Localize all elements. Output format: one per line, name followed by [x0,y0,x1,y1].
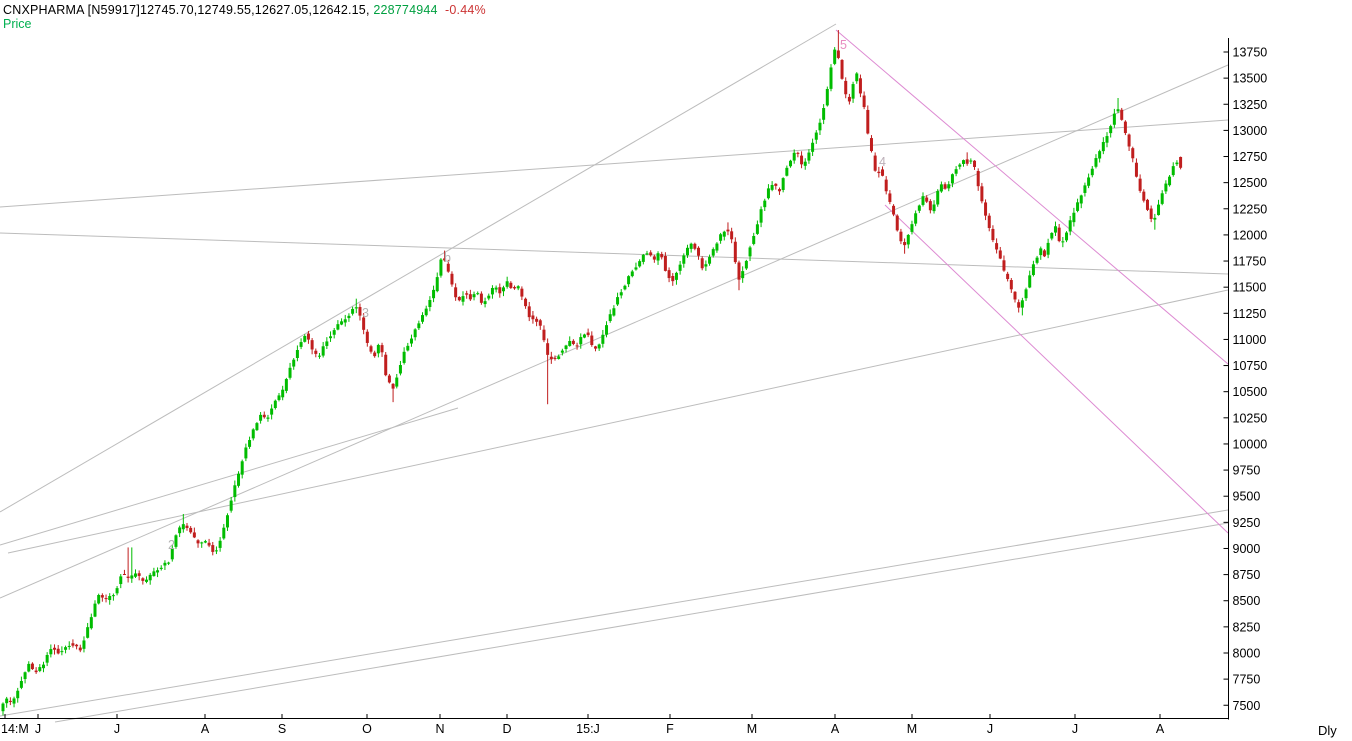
y-tick-label-10250: 10250 [1233,411,1268,425]
y-tick-label-8000: 8000 [1233,646,1261,660]
y-tick-label-12000: 12000 [1233,228,1268,242]
y-tick-label-8250: 8250 [1233,620,1261,634]
trendline-8 [0,64,1229,599]
y-tick-label-11750: 11750 [1233,255,1267,269]
y-tick-label-12750: 12750 [1233,150,1268,164]
wave-label-5: 5 [840,38,847,52]
y-tick-label-9500: 9500 [1233,490,1261,504]
y-tick-label-10750: 10750 [1233,359,1268,373]
y-tick-label-13500: 13500 [1233,72,1268,86]
wave-labels-group: 2 3 b 5 4 [168,38,886,552]
month-label-2: J [114,722,120,736]
y-tick-label-8500: 8500 [1233,594,1261,608]
month-label-10: M [747,722,757,736]
trendline-3 [7,289,1229,554]
trendline-1 [0,23,837,513]
periodicity-label: Dly [1318,723,1337,738]
trendlines-group [0,23,1229,723]
y-tick-label-10000: 10000 [1233,437,1268,451]
month-label-14: J [1072,722,1078,736]
y-tick-label-7500: 7500 [1233,699,1261,713]
month-label-12: M [907,722,917,736]
y-tick-label-9000: 9000 [1233,542,1261,556]
y-tick-label-13250: 13250 [1233,98,1268,112]
month-label-15: A [1156,722,1165,736]
month-label-11: A [831,722,840,736]
y-tick-label-10500: 10500 [1233,385,1268,399]
month-label-0: 14:M [1,722,29,736]
month-label-6: N [435,722,444,736]
wave-label-4: 4 [879,155,886,169]
y-tick-label-7750: 7750 [1233,673,1261,687]
y-tick-label-11250: 11250 [1233,307,1267,321]
y-tick-label-13000: 13000 [1233,124,1268,138]
y-tick-label-11500: 11500 [1233,281,1267,295]
trendline-9 [835,29,1229,365]
wave-label-3: 3 [362,306,369,320]
axes-group: 13750 13500 13250 13000 12750 12500 12250 12000… [0,38,1337,738]
change-percent: -0.44% [445,3,486,17]
trendline-5 [54,522,1229,723]
symbol-ohlc-text: CNXPHARMA [N59917]12745.70,12749.55,1262… [3,3,370,17]
month-label-3: A [201,722,210,736]
y-tick-label-12500: 12500 [1233,176,1268,190]
month-label-8: 15:J [576,722,600,736]
volume-value: 228774944 [373,3,438,17]
wave-label-2: 2 [168,538,175,552]
y-tick-label-11000: 11000 [1233,333,1267,347]
month-label-4: S [278,722,286,736]
month-label-9: F [666,722,674,736]
y-tick-label-12250: 12250 [1233,202,1268,216]
trendline-4 [0,509,1229,717]
y-tick-label-8750: 8750 [1233,568,1261,582]
pane-label: Price [3,17,32,31]
trendline-7 [0,119,1229,208]
candles-group [1,30,1183,716]
trendline-2 [0,407,459,546]
trendline-6 [0,232,1229,275]
trendline-10 [884,204,1229,534]
month-label-13: J [987,722,993,736]
wave-label-b: b [444,251,451,265]
y-tick-label-13750: 13750 [1233,46,1268,60]
month-label-7: D [502,722,511,736]
y-tick-label-9250: 9250 [1233,516,1261,530]
month-label-5: O [362,722,372,736]
y-tick-label-9750: 9750 [1233,464,1261,478]
quote-header: CNXPHARMA [N59917]12745.70,12749.55,1262… [3,3,486,17]
month-label-1: J [35,722,41,736]
